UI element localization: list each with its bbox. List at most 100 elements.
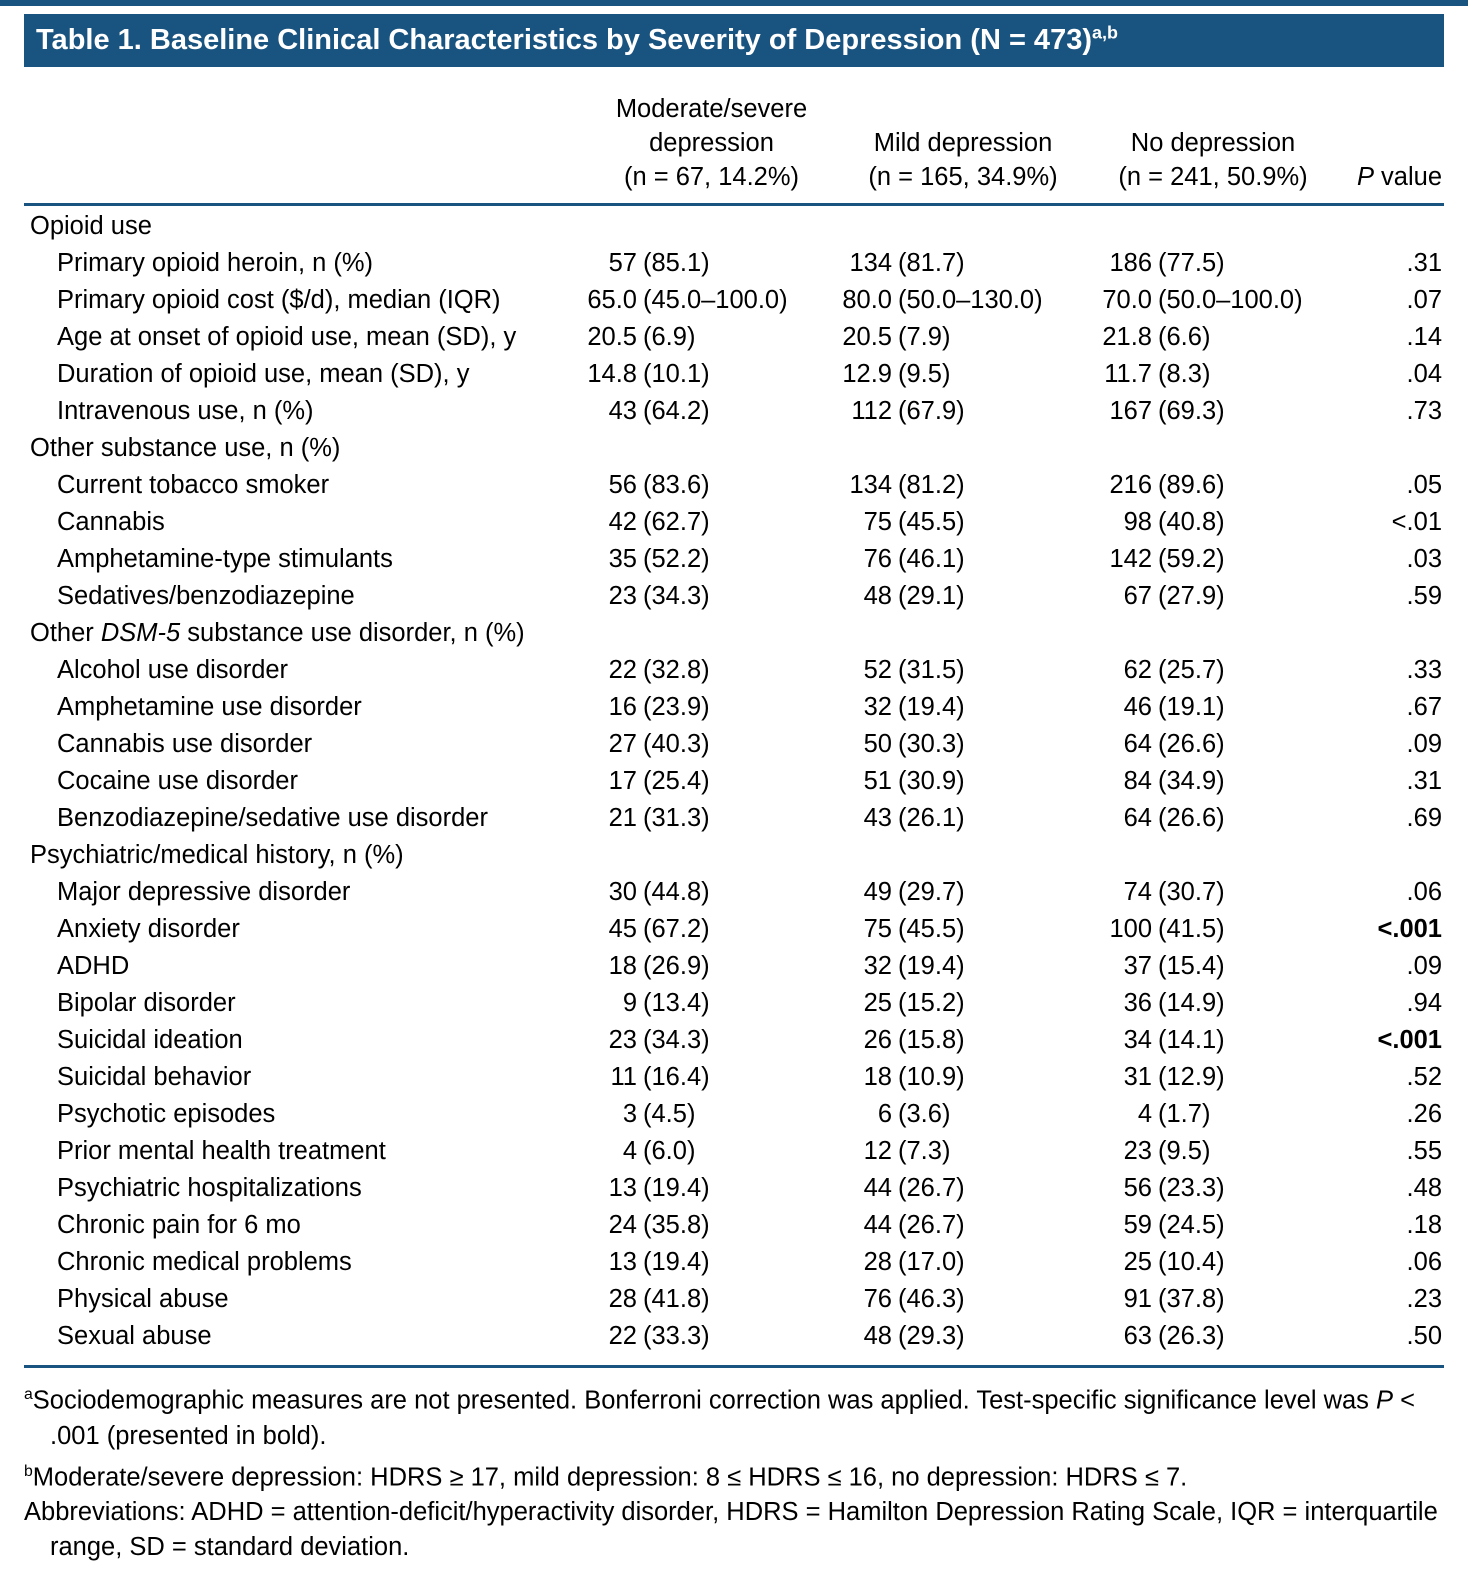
row-label: Psychotic episodes — [57, 1100, 276, 1129]
data-row: Amphetamine use disorder 16 (23.9) 32 (19.4)… — [24, 689, 1444, 726]
p-value-cell: .33 — [1406, 656, 1442, 685]
value-number: 56 — [608, 471, 637, 500]
value-cell: 23 (9.5) — [1087, 1133, 1339, 1170]
value-percent: (37.8) — [1158, 1285, 1225, 1314]
column-header-line: Moderate/severe — [615, 95, 808, 124]
data-row: ADHD 18 (26.9) 32 (19.4) 37 (15.4) .09 — [24, 948, 1444, 985]
data-row: Age at onset of opioid use, mean (SD), y… — [24, 319, 1444, 356]
value-number: 48 — [863, 1322, 892, 1351]
value-number: 64 — [1123, 730, 1152, 759]
value-number: 28 — [608, 1285, 637, 1314]
value-number: 12.9 — [842, 360, 892, 389]
data-row: Primary opioid heroin, n (%) 57 (85.1) 134(… — [24, 245, 1444, 282]
value-percent: (30.9) — [898, 767, 965, 796]
data-row: Alcohol use disorder 22 (32.8) 52 (31.5) 62 (2… — [24, 652, 1444, 689]
row-label: Primary opioid cost ($/d), median (IQR) — [57, 286, 501, 315]
value-number: 11.7 — [1104, 360, 1152, 389]
data-row: Cannabis 42 (62.7) 75 (45.5) 98 (40.8) <.01 — [24, 504, 1444, 541]
p-value-cell: <.001 — [1377, 1026, 1442, 1055]
value-percent: (29.7) — [898, 878, 965, 907]
value-percent: (10.1) — [643, 360, 710, 389]
value-cell: 134 (81.7) — [839, 245, 1087, 282]
value-cell: 11.7 (8.3) — [1087, 356, 1339, 393]
value-cell: 62 (25.7) — [1087, 652, 1339, 689]
value-cell: 18 (10.9) — [839, 1059, 1087, 1096]
value-cell: 98 (40.8) — [1087, 504, 1339, 541]
value-percent: (34.3) — [643, 582, 710, 611]
value-percent: (81.7) — [898, 249, 965, 278]
top-rule — [0, 0, 1468, 6]
column-header-line: (n = 67, 14.2%) — [623, 163, 800, 192]
value-percent: (52.2) — [643, 545, 710, 574]
data-row: Suicidal ideation 23 (34.3) 26 (15.8) 34 (14.1… — [24, 1022, 1444, 1059]
value-cell: 12 (7.3) — [839, 1133, 1087, 1170]
p-value-cell: .23 — [1406, 1285, 1442, 1314]
p-value-cell: <.01 — [1391, 508, 1442, 537]
footnote: bModerate/severe depression: HDRS ≥ 17, … — [24, 1462, 1188, 1492]
value-cell: 65.0 (45.0–100.0) — [584, 282, 839, 319]
data-row: Anxiety disorder 45 (67.2) 75 (45.5) 100 (41.5… — [24, 911, 1444, 948]
value-cell: 26 (15.8) — [839, 1022, 1087, 1059]
value-cell: 42 (62.7) — [584, 504, 839, 541]
value-number: 23 — [608, 1026, 637, 1055]
value-cell: 46 (19.1) — [1087, 689, 1339, 726]
value-cell: 64 (26.6) — [1087, 800, 1339, 837]
value-percent: (1.7) — [1158, 1100, 1211, 1129]
row-label: Bipolar disorder — [57, 989, 236, 1018]
row-label: Prior mental health treatment — [57, 1137, 386, 1166]
p-value-cell: .73 — [1406, 397, 1442, 426]
value-number: 48 — [863, 582, 892, 611]
value-number: 14.8 — [587, 360, 637, 389]
row-label: Amphetamine use disorder — [57, 693, 362, 722]
value-percent: (26.6) — [1158, 804, 1225, 833]
value-cell: 52 (31.5) — [839, 652, 1087, 689]
value-cell: 25 (10.4) — [1087, 1244, 1339, 1281]
value-number: 76 — [863, 1285, 892, 1314]
value-number: 35 — [608, 545, 637, 574]
data-row: Suicidal behavior 11 (16.4) 18 (10.9) 31 (12.9… — [24, 1059, 1444, 1096]
value-percent: (31.5) — [898, 656, 965, 685]
value-number: 167 — [1109, 397, 1152, 426]
value-cell: 67 (27.9) — [1087, 578, 1339, 615]
value-percent: (34.3) — [643, 1026, 710, 1055]
value-percent: (41.8) — [643, 1285, 710, 1314]
value-cell: 50 (30.3) — [839, 726, 1087, 763]
value-number: 26 — [863, 1026, 892, 1055]
p-value-cell: .07 — [1406, 286, 1442, 315]
value-cell: 28 (17.0) — [839, 1244, 1087, 1281]
value-cell: 20.5 (6.9) — [584, 319, 839, 356]
value-cell: 56 (23.3) — [1087, 1170, 1339, 1207]
row-label: Suicidal behavior — [57, 1063, 252, 1092]
value-cell: 49 (29.7) — [839, 874, 1087, 911]
section-label: Other substance use, n (%) — [30, 434, 341, 463]
row-label: Cannabis — [57, 508, 165, 537]
row-label: Intravenous use, n (%) — [57, 397, 314, 426]
value-number: 31 — [1123, 1063, 1152, 1092]
value-percent: (46.1) — [898, 545, 965, 574]
value-percent: (50.0–100.0) — [1158, 286, 1303, 315]
value-percent: (14.1) — [1158, 1026, 1225, 1055]
data-row: Primary opioid cost ($/d), median (IQR) 6… — [24, 282, 1444, 319]
value-number: 27 — [608, 730, 637, 759]
value-percent: (59.2) — [1158, 545, 1225, 574]
value-cell: 35 (52.2) — [584, 541, 839, 578]
value-percent: (29.3) — [898, 1322, 965, 1351]
data-row: Prior mental health treatment 4 (6.0) 12 (7.… — [24, 1133, 1444, 1170]
value-number: 56 — [1123, 1174, 1152, 1203]
value-cell: 44 (26.7) — [839, 1207, 1087, 1244]
value-cell: 37 (15.4) — [1087, 948, 1339, 985]
p-value-cell: .31 — [1406, 767, 1442, 796]
value-cell: 30 (44.8) — [584, 874, 839, 911]
p-value-header: P value — [1356, 163, 1442, 192]
value-cell: 36 (14.9) — [1087, 985, 1339, 1022]
value-cell: 57 (85.1) — [584, 245, 839, 282]
value-percent: (45.5) — [898, 508, 965, 537]
value-number: 216 — [1109, 471, 1152, 500]
value-number: 63 — [1123, 1322, 1152, 1351]
value-percent: (6.0) — [643, 1137, 696, 1166]
value-number: 134 — [849, 249, 892, 278]
row-label: Major depressive disorder — [57, 878, 351, 907]
value-number: 32 — [863, 693, 892, 722]
value-number: 4 — [622, 1137, 637, 1166]
row-label: Chronic pain for 6 mo — [57, 1211, 301, 1240]
